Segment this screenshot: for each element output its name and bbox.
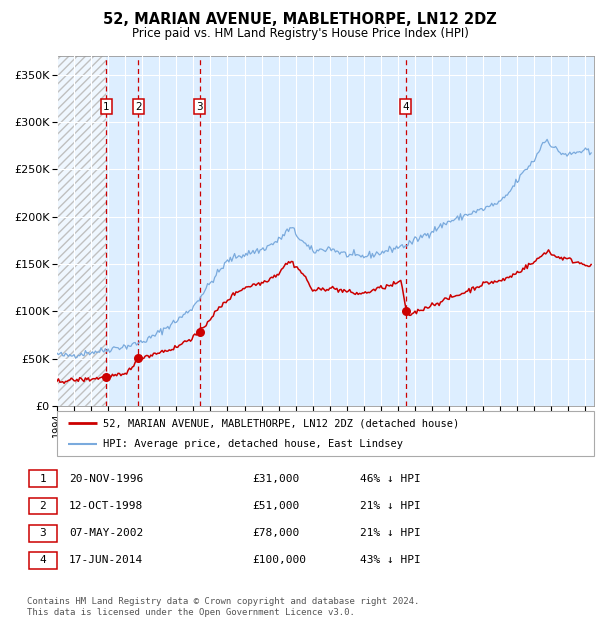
Text: 4: 4	[39, 556, 46, 565]
Text: 1: 1	[103, 102, 110, 112]
Text: 12-OCT-1998: 12-OCT-1998	[69, 501, 143, 511]
Text: 43% ↓ HPI: 43% ↓ HPI	[360, 556, 421, 565]
Text: Contains HM Land Registry data © Crown copyright and database right 2024.
This d: Contains HM Land Registry data © Crown c…	[27, 598, 419, 617]
Text: 46% ↓ HPI: 46% ↓ HPI	[360, 474, 421, 484]
Text: 4: 4	[403, 102, 409, 112]
Text: £100,000: £100,000	[252, 556, 306, 565]
Text: 17-JUN-2014: 17-JUN-2014	[69, 556, 143, 565]
Text: HPI: Average price, detached house, East Lindsey: HPI: Average price, detached house, East…	[103, 438, 403, 449]
Text: 20-NOV-1996: 20-NOV-1996	[69, 474, 143, 484]
Text: £31,000: £31,000	[252, 474, 299, 484]
Text: 2: 2	[39, 501, 46, 511]
Text: 21% ↓ HPI: 21% ↓ HPI	[360, 501, 421, 511]
Bar	[57, 56, 106, 406]
Text: 07-MAY-2002: 07-MAY-2002	[69, 528, 143, 538]
Text: 52, MARIAN AVENUE, MABLETHORPE, LN12 2DZ: 52, MARIAN AVENUE, MABLETHORPE, LN12 2DZ	[103, 12, 497, 27]
Text: 3: 3	[39, 528, 46, 538]
Text: £51,000: £51,000	[252, 501, 299, 511]
Text: 3: 3	[196, 102, 203, 112]
Text: £78,000: £78,000	[252, 528, 299, 538]
Text: 1: 1	[39, 474, 46, 484]
Text: 2: 2	[135, 102, 142, 112]
Text: 52, MARIAN AVENUE, MABLETHORPE, LN12 2DZ (detached house): 52, MARIAN AVENUE, MABLETHORPE, LN12 2DZ…	[103, 418, 459, 428]
Text: Price paid vs. HM Land Registry's House Price Index (HPI): Price paid vs. HM Land Registry's House …	[131, 27, 469, 40]
Bar	[57, 56, 106, 406]
Text: 21% ↓ HPI: 21% ↓ HPI	[360, 528, 421, 538]
